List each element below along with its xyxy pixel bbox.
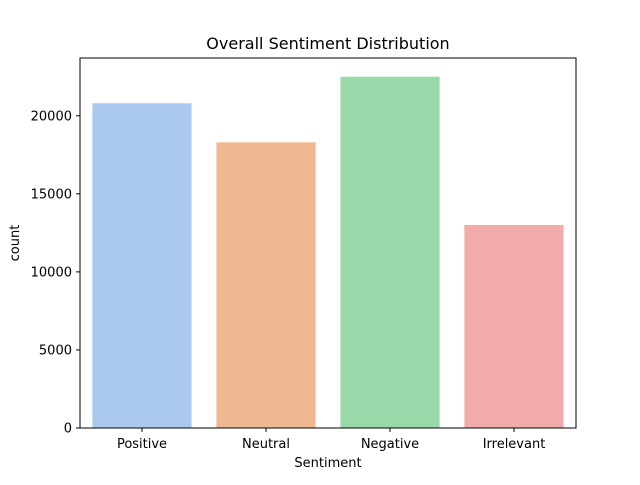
plot-frame <box>79 57 577 429</box>
x-tick-label: Neutral <box>242 437 290 452</box>
y-axis-label: count <box>8 225 23 262</box>
x-axis: Positive Neutral Negative Irrelevant <box>117 428 545 452</box>
y-axis: 0 5000 10000 15000 20000 <box>31 109 80 437</box>
x-tick-label: Irrelevant <box>483 437 546 452</box>
y-tick-label: 0 <box>64 422 72 437</box>
x-tick-label: Negative <box>361 437 419 452</box>
y-tick-label: 10000 <box>31 265 72 280</box>
bar-negative <box>340 76 440 428</box>
y-tick-label: 20000 <box>31 109 72 124</box>
bar-positive <box>92 103 192 428</box>
x-axis-label: Sentiment <box>294 456 361 471</box>
x-tick-label: Positive <box>117 437 167 452</box>
bar-neutral <box>216 142 316 428</box>
y-tick-label: 15000 <box>31 187 72 202</box>
bar-irrelevant <box>464 225 564 428</box>
bars-layer <box>92 76 564 428</box>
chart-title: Overall Sentiment Distribution <box>206 34 449 53</box>
y-tick-label: 5000 <box>39 343 72 358</box>
